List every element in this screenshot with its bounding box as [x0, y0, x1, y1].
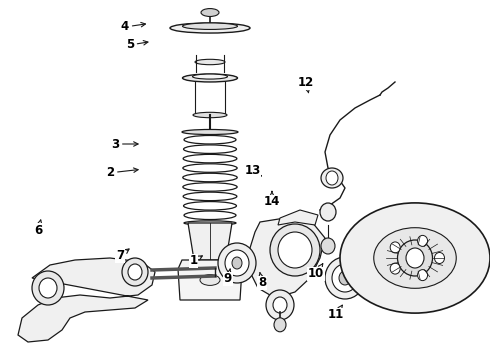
Ellipse shape: [182, 23, 238, 30]
Text: 1: 1: [190, 255, 202, 267]
Ellipse shape: [274, 318, 286, 332]
Ellipse shape: [417, 235, 428, 246]
Ellipse shape: [184, 145, 237, 153]
Ellipse shape: [352, 256, 377, 284]
Ellipse shape: [183, 192, 237, 201]
Text: 10: 10: [308, 264, 324, 280]
Text: 13: 13: [244, 165, 261, 177]
Ellipse shape: [232, 257, 242, 269]
Ellipse shape: [435, 252, 444, 264]
Polygon shape: [188, 223, 232, 260]
Polygon shape: [278, 210, 318, 225]
Ellipse shape: [218, 243, 256, 283]
Polygon shape: [18, 258, 155, 342]
Ellipse shape: [184, 211, 236, 220]
Ellipse shape: [184, 221, 236, 225]
Ellipse shape: [375, 244, 395, 266]
Ellipse shape: [340, 203, 490, 313]
Text: 9: 9: [224, 269, 232, 285]
Ellipse shape: [39, 278, 57, 298]
Ellipse shape: [193, 74, 227, 79]
Ellipse shape: [321, 168, 343, 188]
Text: 6: 6: [34, 220, 42, 237]
Ellipse shape: [390, 263, 400, 274]
Ellipse shape: [278, 232, 312, 268]
Text: 2: 2: [106, 166, 138, 179]
Ellipse shape: [128, 264, 142, 280]
Ellipse shape: [195, 59, 225, 65]
Polygon shape: [178, 260, 242, 300]
Ellipse shape: [397, 240, 433, 276]
Ellipse shape: [201, 9, 219, 17]
Ellipse shape: [321, 238, 335, 254]
Ellipse shape: [183, 183, 237, 191]
Ellipse shape: [273, 297, 287, 313]
Ellipse shape: [200, 275, 220, 285]
Text: 14: 14: [264, 192, 280, 208]
Ellipse shape: [182, 74, 238, 82]
Ellipse shape: [406, 248, 424, 268]
Ellipse shape: [122, 258, 148, 286]
Text: 4: 4: [121, 21, 146, 33]
Ellipse shape: [390, 242, 400, 253]
Ellipse shape: [184, 202, 237, 210]
Ellipse shape: [183, 173, 237, 182]
Ellipse shape: [225, 250, 249, 276]
Polygon shape: [248, 218, 325, 298]
Ellipse shape: [193, 112, 227, 118]
Ellipse shape: [170, 23, 250, 33]
Text: 8: 8: [258, 273, 266, 289]
Text: 12: 12: [298, 76, 315, 93]
Ellipse shape: [339, 271, 351, 285]
Text: 11: 11: [327, 305, 344, 321]
Ellipse shape: [184, 135, 236, 144]
Ellipse shape: [32, 271, 64, 305]
Ellipse shape: [358, 262, 372, 278]
Text: 5: 5: [126, 39, 148, 51]
Ellipse shape: [270, 224, 320, 276]
Ellipse shape: [368, 236, 402, 274]
Ellipse shape: [417, 270, 428, 280]
Ellipse shape: [374, 228, 456, 288]
Ellipse shape: [183, 164, 237, 172]
Ellipse shape: [183, 154, 237, 163]
Ellipse shape: [182, 130, 238, 135]
Ellipse shape: [320, 203, 336, 221]
Ellipse shape: [326, 171, 338, 185]
Ellipse shape: [332, 264, 358, 292]
Ellipse shape: [266, 290, 294, 320]
Text: 3: 3: [111, 138, 138, 150]
Text: 7: 7: [116, 249, 129, 262]
Ellipse shape: [325, 257, 365, 299]
